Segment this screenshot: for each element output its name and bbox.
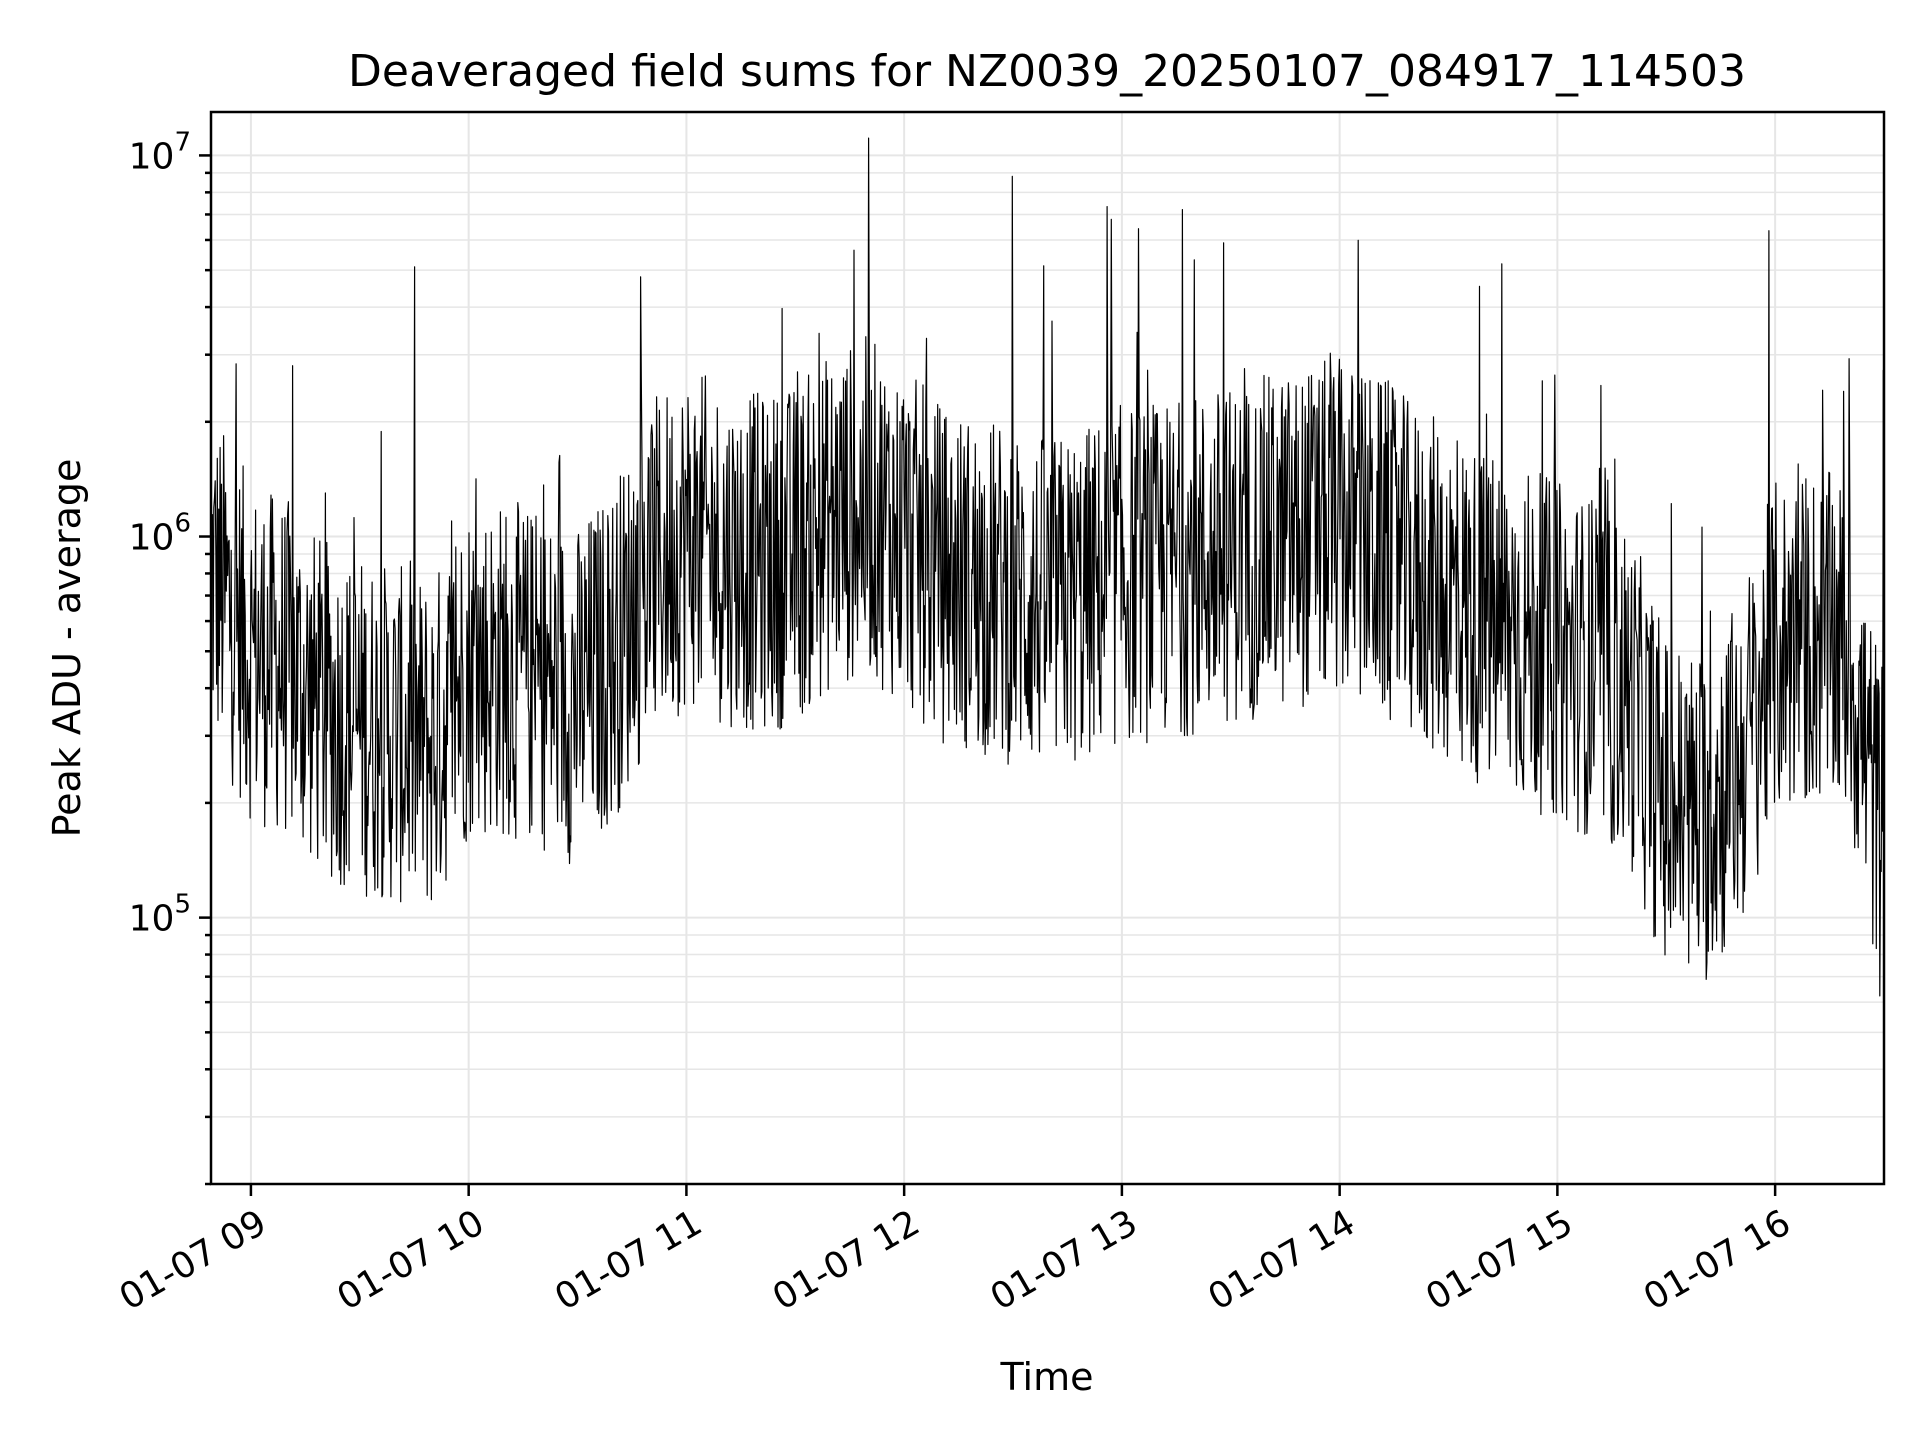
y-tick-label: 105 bbox=[129, 890, 191, 940]
plot-frame bbox=[209, 110, 1886, 1186]
x-tick-label: 01-07 12 bbox=[766, 1202, 927, 1318]
x-tick-label: 01-07 14 bbox=[1201, 1202, 1362, 1318]
series-line bbox=[210, 137, 1885, 997]
x-axis-label: Time bbox=[1000, 1355, 1094, 1399]
x-tick-label: 01-07 16 bbox=[1637, 1202, 1798, 1318]
y-tick-label: 106 bbox=[129, 509, 191, 559]
grid bbox=[211, 112, 1884, 1185]
y-axis: 105 106 107 bbox=[129, 127, 211, 1186]
y-axis-label: Peak ADU - average bbox=[45, 459, 89, 838]
x-axis: 01-07 09 01-07 10 01-07 11 01-07 12 01-07 13… bbox=[113, 1184, 1798, 1319]
x-tick-label: 01-07 13 bbox=[984, 1202, 1145, 1318]
x-tick-label: 01-07 10 bbox=[330, 1202, 491, 1318]
y-tick-label: 107 bbox=[129, 127, 191, 177]
x-tick-label: 01-07 11 bbox=[548, 1202, 709, 1318]
chart-title: Deaveraged field sums for NZ0039_2025010… bbox=[348, 46, 1746, 97]
x-tick-label: 01-07 09 bbox=[113, 1202, 274, 1318]
x-tick-label: 01-07 15 bbox=[1419, 1202, 1580, 1318]
